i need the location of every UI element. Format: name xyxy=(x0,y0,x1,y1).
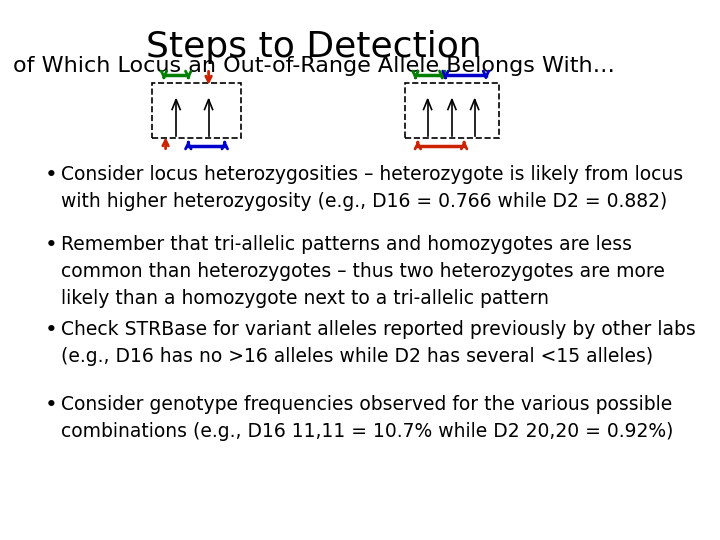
Text: •: • xyxy=(45,395,58,415)
Text: Steps to Detection: Steps to Detection xyxy=(146,30,482,64)
Text: Check STRBase for variant alleles reported previously by other labs
(e.g., D16 h: Check STRBase for variant alleles report… xyxy=(61,320,696,366)
Text: •: • xyxy=(45,165,58,185)
Text: of Which Locus an Out-of-Range Allele Belongs With…: of Which Locus an Out-of-Range Allele Be… xyxy=(13,56,615,76)
Text: •: • xyxy=(45,320,58,340)
Text: •: • xyxy=(45,235,58,255)
Text: Consider locus heterozygosities – heterozygote is likely from locus
with higher : Consider locus heterozygosities – hetero… xyxy=(61,165,683,211)
Text: Consider genotype frequencies observed for the various possible
combinations (e.: Consider genotype frequencies observed f… xyxy=(61,395,673,441)
Text: Remember that tri-allelic patterns and homozygotes are less
common than heterozy: Remember that tri-allelic patterns and h… xyxy=(61,235,665,308)
